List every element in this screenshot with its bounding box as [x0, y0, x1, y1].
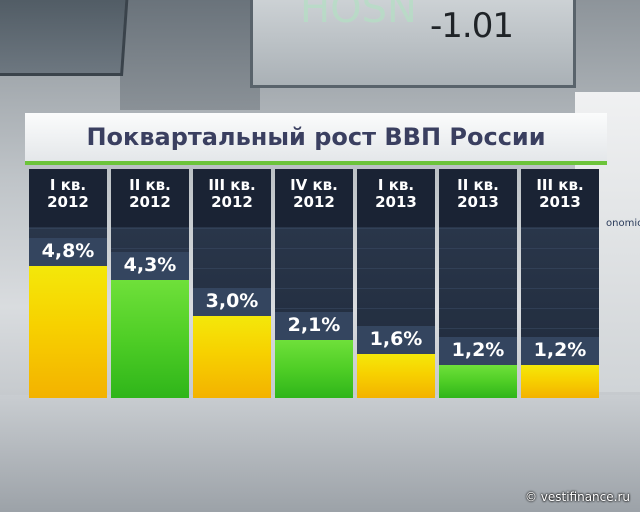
data-label-background: [275, 312, 353, 340]
category-quarter: III кв.: [208, 176, 256, 194]
background-wall: [120, 0, 260, 110]
column-header: [193, 169, 271, 227]
data-label-background: [29, 238, 107, 266]
category-label: III кв. 2013: [521, 177, 599, 211]
data-label: 1,2%: [533, 339, 587, 361]
data-label: 4,8%: [41, 240, 95, 262]
chart-column-3: III кв. 2012 3,0%: [193, 169, 271, 398]
data-label: 2,1%: [287, 314, 341, 336]
category-year: 2012: [47, 193, 89, 211]
data-label-background: [439, 337, 517, 365]
gdp-growth-chart: Поквартальный рост ВВП России I кв. 2012 4…: [25, 113, 607, 398]
data-label: 3,0%: [205, 290, 259, 312]
category-year: 2013: [539, 193, 581, 211]
category-year: 2013: [375, 193, 417, 211]
bar: [439, 365, 517, 398]
data-label: 1,2%: [451, 339, 505, 361]
category-label: II кв. 2012: [111, 177, 189, 211]
background-ghost-text: HOSN: [300, 0, 417, 32]
category-quarter: III кв.: [536, 176, 584, 194]
background-side-text: onomic: [606, 218, 640, 229]
chart-title-bar: Поквартальный рост ВВП России: [25, 113, 607, 165]
bar: [111, 280, 189, 398]
category-quarter: I кв.: [377, 176, 415, 194]
bar: [521, 365, 599, 398]
chart-title: Поквартальный рост ВВП России: [86, 123, 546, 151]
chart-column-6: II кв. 2013 1,2%: [439, 169, 517, 398]
category-quarter: IV кв.: [290, 176, 338, 194]
category-year: 2012: [129, 193, 171, 211]
chart-column-7: III кв. 2013 1,2%: [521, 169, 599, 398]
chart-column-5: I кв. 2013 1,6%: [357, 169, 435, 398]
column-header: [111, 169, 189, 227]
bar: [193, 316, 271, 398]
category-label: I кв. 2012: [29, 177, 107, 211]
category-year: 2012: [293, 193, 335, 211]
column-header: [29, 169, 107, 227]
category-quarter: II кв.: [129, 176, 171, 194]
background-screen-left: [0, 0, 130, 76]
data-label-background: [193, 288, 271, 316]
chart-column-4: IV кв. 2012 2,1%: [275, 169, 353, 398]
chart-column-1: I кв. 2012 4,8%: [29, 169, 107, 398]
category-year: 2013: [457, 193, 499, 211]
category-label: III кв. 2012: [193, 177, 271, 211]
category-quarter: II кв.: [457, 176, 499, 194]
data-label: 4,3%: [123, 254, 177, 276]
category-label: I кв. 2013: [357, 177, 435, 211]
data-label-background: [521, 337, 599, 365]
chart-column-2: II кв. 2012 4,3%: [111, 169, 189, 398]
data-label: 1,6%: [369, 328, 423, 350]
category-quarter: I кв.: [49, 176, 87, 194]
background-ticker-value: -1.01: [430, 6, 514, 46]
source-credit: © vestifinance.ru: [524, 490, 630, 504]
background-screen-ticker: [250, 0, 576, 88]
chart-columns: I кв. 2012 4,8% II кв. 2012 4,3% III кв. 2012 3,…: [29, 169, 603, 398]
bar: [275, 340, 353, 398]
column-header: [357, 169, 435, 227]
data-label-background: [357, 326, 435, 354]
category-label: II кв. 2013: [439, 177, 517, 211]
data-label-background: [111, 252, 189, 280]
bar: [29, 266, 107, 398]
category-year: 2012: [211, 193, 253, 211]
background-floor: [0, 395, 640, 512]
bar: [357, 354, 435, 398]
column-header: [439, 169, 517, 227]
column-header: [275, 169, 353, 227]
category-label: IV кв. 2012: [275, 177, 353, 211]
column-header: [521, 169, 599, 227]
